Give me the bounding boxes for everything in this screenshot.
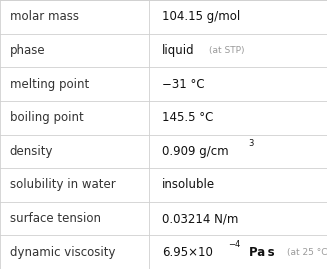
Text: 145.5 °C: 145.5 °C bbox=[162, 111, 213, 124]
Text: surface tension: surface tension bbox=[10, 212, 101, 225]
Text: 6.95×10: 6.95×10 bbox=[162, 246, 213, 259]
Text: −31 °C: −31 °C bbox=[162, 77, 204, 91]
Text: (at 25 °C): (at 25 °C) bbox=[287, 248, 327, 257]
Text: melting point: melting point bbox=[10, 77, 89, 91]
Text: 0.909 g/cm: 0.909 g/cm bbox=[162, 145, 229, 158]
Text: 104.15 g/mol: 104.15 g/mol bbox=[162, 10, 240, 23]
Text: boiling point: boiling point bbox=[10, 111, 84, 124]
Text: molar mass: molar mass bbox=[10, 10, 79, 23]
Text: 3: 3 bbox=[249, 139, 254, 148]
Text: insoluble: insoluble bbox=[162, 178, 215, 192]
Text: density: density bbox=[10, 145, 53, 158]
Text: (at STP): (at STP) bbox=[209, 46, 244, 55]
Text: solubility in water: solubility in water bbox=[10, 178, 115, 192]
Text: phase: phase bbox=[10, 44, 45, 57]
Text: liquid: liquid bbox=[162, 44, 195, 57]
Text: −4: −4 bbox=[228, 240, 240, 249]
Text: Pa s: Pa s bbox=[249, 246, 274, 259]
Text: dynamic viscosity: dynamic viscosity bbox=[10, 246, 115, 259]
Text: 0.03214 N/m: 0.03214 N/m bbox=[162, 212, 238, 225]
